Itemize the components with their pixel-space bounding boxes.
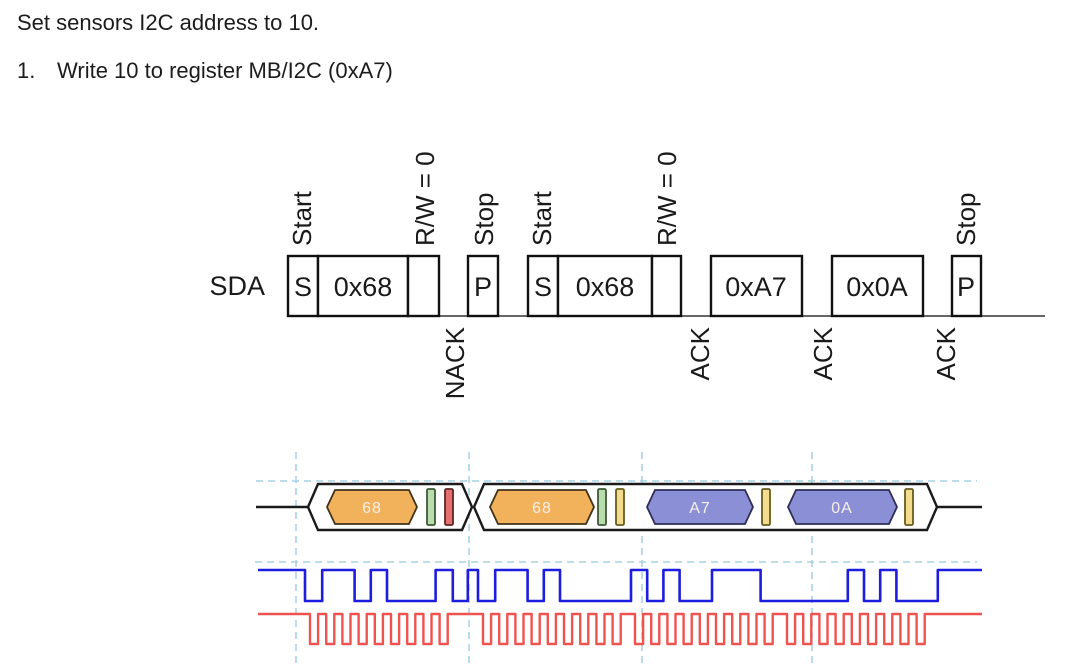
byte-hex-a7 — [646, 489, 754, 525]
box-stop-1-label: P — [474, 272, 492, 302]
label-rw-2: R/W = 0 — [652, 151, 682, 246]
label-start-1: Start — [287, 190, 317, 246]
marker-bar-yellow-3 — [904, 488, 914, 526]
sda-waveform — [258, 568, 982, 603]
box-stop-2-label: P — [957, 272, 975, 302]
list-item-text: Write 10 to register MB/I2C (0xA7) — [57, 58, 393, 83]
label-rw-1: R/W = 0 — [410, 151, 440, 246]
byte-hex-0a-label: 0A — [831, 500, 853, 517]
page-title: Set sensors I2C address to 10. — [17, 10, 320, 35]
box-start-1 — [286, 254, 320, 318]
box-rw-2 — [650, 254, 683, 318]
box-rw-1 — [406, 254, 441, 318]
byte-hex-68-1 — [326, 489, 418, 525]
sda-signal-label: SDA — [209, 271, 265, 301]
sda-timing-diagram: SDA S 0x68 P S 0x68 0xA7 0x0A P — [209, 151, 1045, 399]
byte-hex-68-2 — [489, 489, 595, 525]
label-start-2: Start — [527, 190, 557, 246]
box-value — [830, 254, 925, 318]
byte-hex-68-1-label: 68 — [362, 500, 382, 517]
box-start-2-label: S — [534, 272, 552, 302]
box-addr-2-label: 0x68 — [576, 272, 635, 302]
label-ack-1: ACK — [685, 326, 715, 380]
label-stop-1: Stop — [469, 193, 499, 247]
label-nack: NACK — [440, 326, 470, 399]
label-stop-2: Stop — [951, 193, 981, 247]
logic-analyzer-trace: 68 68 A7 0A — [255, 452, 982, 663]
box-register — [709, 254, 804, 318]
byte-hex-0a — [787, 489, 898, 525]
box-addr-2 — [556, 254, 654, 318]
analyzer-grid — [255, 452, 977, 663]
box-addr-1-label: 0x68 — [334, 272, 393, 302]
marker-bar-yellow-1 — [615, 488, 625, 526]
byte-hex-68-2-label: 68 — [532, 500, 552, 517]
box-stop-2 — [950, 254, 983, 318]
label-ack-2: ACK — [808, 326, 838, 380]
marker-bar-green-2 — [597, 488, 607, 526]
marker-bar-yellow-2 — [761, 488, 771, 526]
box-stop-1 — [466, 254, 500, 318]
list-item-number: 1. — [17, 58, 36, 83]
box-register-label: 0xA7 — [725, 272, 787, 302]
marker-bar-red-nack — [444, 488, 454, 526]
label-ack-3: ACK — [931, 326, 961, 380]
box-value-label: 0x0A — [846, 272, 908, 302]
scl-waveform — [258, 612, 982, 646]
marker-bar-green-1 — [426, 488, 436, 526]
byte-hex-a7-label: A7 — [689, 500, 711, 517]
box-start-1-label: S — [294, 272, 312, 302]
